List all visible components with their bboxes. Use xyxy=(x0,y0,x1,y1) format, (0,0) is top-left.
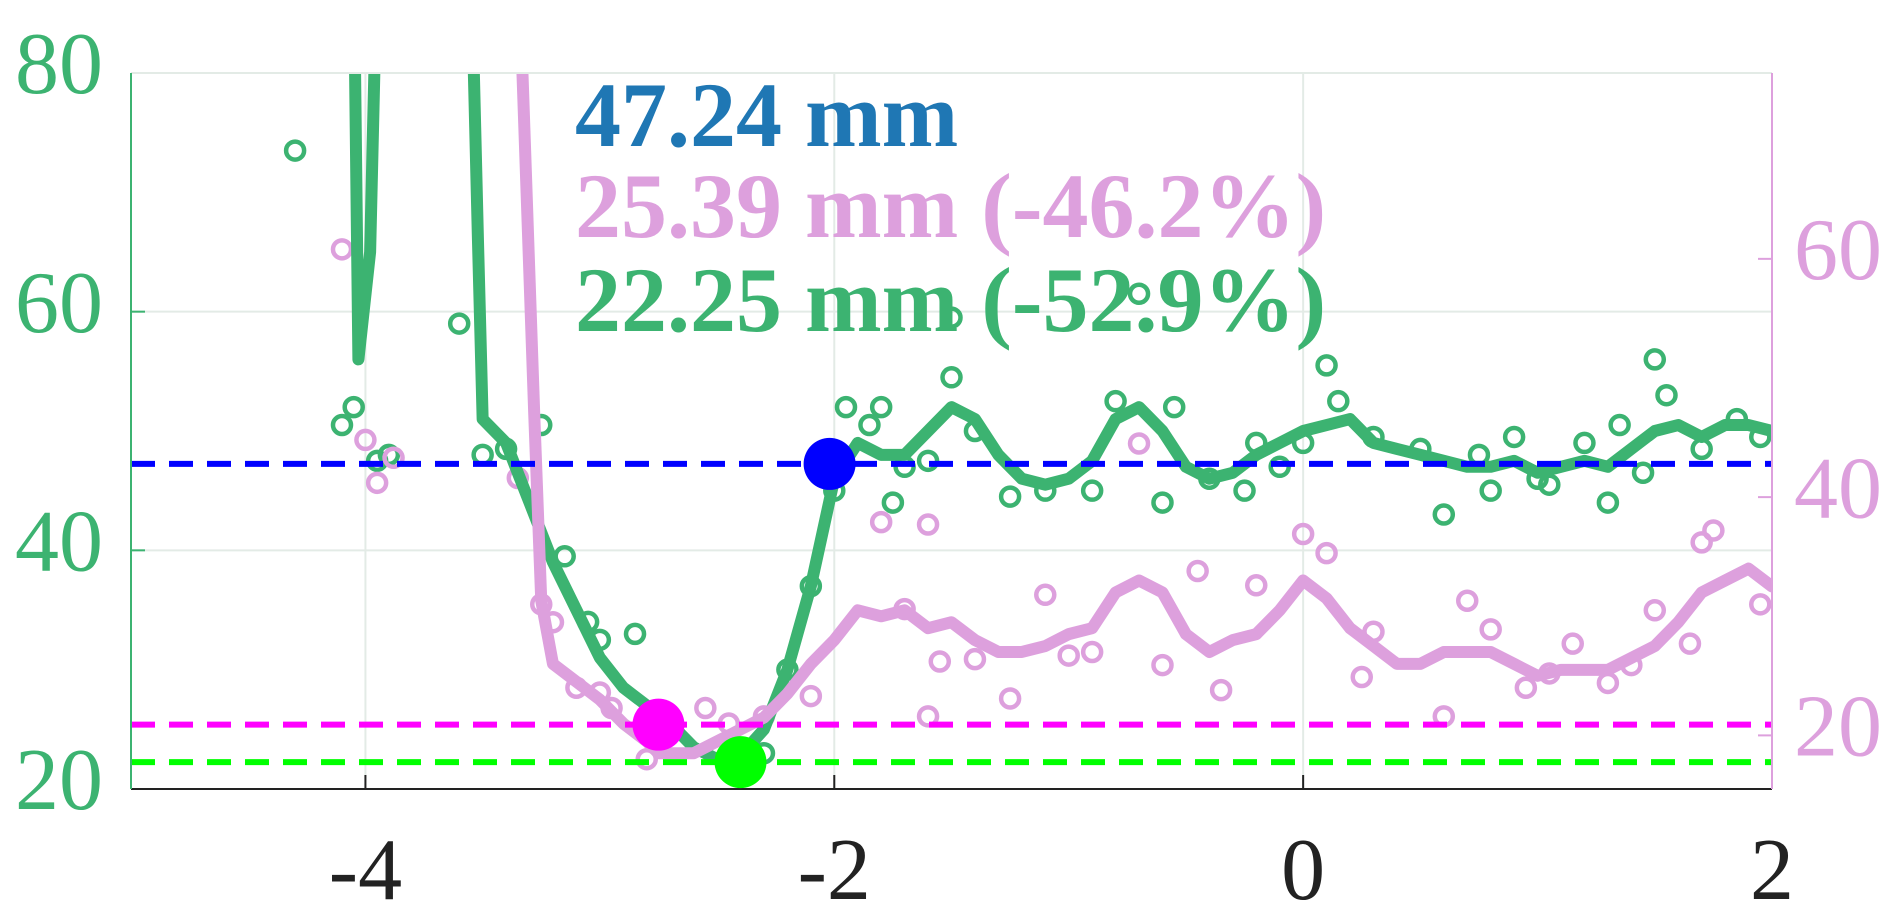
marker xyxy=(1080,479,1104,502)
annotation: 22.25 mm (-52.9%) xyxy=(575,249,1326,351)
marker xyxy=(940,306,963,329)
marker xyxy=(1596,671,1620,695)
marker xyxy=(1315,354,1338,377)
marker xyxy=(928,650,952,673)
marker xyxy=(1151,491,1174,514)
marker xyxy=(1034,583,1057,607)
x-tick-label: -4 xyxy=(329,822,402,912)
marker xyxy=(1233,479,1256,502)
marker xyxy=(1127,432,1151,455)
marker xyxy=(447,312,471,335)
marker xyxy=(940,366,963,389)
marker xyxy=(1514,676,1538,699)
marker xyxy=(1702,519,1725,542)
line xyxy=(349,73,1772,766)
marker xyxy=(1350,665,1373,689)
marker xyxy=(1678,632,1702,655)
marker xyxy=(963,647,987,671)
x-tick-label: 0 xyxy=(1281,822,1325,912)
marker xyxy=(881,491,905,514)
marker xyxy=(834,395,858,419)
marker xyxy=(1186,559,1209,583)
marker xyxy=(1608,413,1631,437)
y-tick-label: 20 xyxy=(15,732,103,829)
marker xyxy=(1561,632,1584,655)
marker xyxy=(1573,431,1596,455)
y-tick-label: 40 xyxy=(15,494,103,591)
marker xyxy=(1432,503,1456,526)
annotation: 47.24 mm xyxy=(575,64,958,166)
y2-tick-label: 40 xyxy=(1794,440,1882,537)
highlight-point xyxy=(632,698,685,751)
marker xyxy=(869,510,893,534)
marker xyxy=(1127,282,1151,306)
highlight-point xyxy=(714,736,767,789)
marker xyxy=(694,696,717,720)
marker xyxy=(1690,531,1713,554)
marker xyxy=(1327,389,1350,413)
marker xyxy=(354,428,377,452)
marker xyxy=(1479,618,1502,641)
marker xyxy=(1655,383,1678,407)
marker xyxy=(1315,541,1338,565)
marker xyxy=(1479,479,1502,502)
marker xyxy=(330,413,354,437)
marker xyxy=(1162,395,1186,419)
marker xyxy=(1596,491,1620,514)
marker xyxy=(342,395,365,419)
marker xyxy=(869,395,893,419)
marker xyxy=(1057,644,1080,667)
marker xyxy=(1631,461,1655,485)
y-tick-label: 60 xyxy=(15,255,103,352)
marker xyxy=(1245,574,1268,597)
marker xyxy=(283,139,307,162)
annotation: 25.39 mm (-46.2%) xyxy=(575,155,1326,257)
marker xyxy=(1749,593,1772,616)
x-tick-label: 2 xyxy=(1750,822,1794,912)
marker xyxy=(1209,678,1233,702)
marker xyxy=(1643,348,1667,371)
marker xyxy=(1455,589,1479,613)
marker xyxy=(1151,653,1174,677)
marker xyxy=(1291,522,1315,546)
y-tick-label: 80 xyxy=(15,16,103,113)
marker xyxy=(1080,640,1104,664)
x-tick-label: -2 xyxy=(798,822,871,912)
y2-tick-label: 20 xyxy=(1794,679,1882,776)
marker xyxy=(330,238,354,261)
marker xyxy=(382,446,405,470)
marker xyxy=(365,471,389,495)
marker xyxy=(623,622,647,646)
marker xyxy=(858,413,881,437)
marker xyxy=(1502,425,1526,449)
marker xyxy=(916,513,940,536)
line xyxy=(516,73,1772,760)
marker xyxy=(799,684,823,708)
marker xyxy=(998,485,1022,508)
marker xyxy=(998,687,1022,710)
marker xyxy=(916,449,940,473)
marker xyxy=(1643,599,1667,622)
marker xyxy=(1104,389,1127,413)
y2-tick-label: 60 xyxy=(1794,202,1882,299)
marker xyxy=(916,705,940,728)
highlight-point xyxy=(803,437,856,490)
